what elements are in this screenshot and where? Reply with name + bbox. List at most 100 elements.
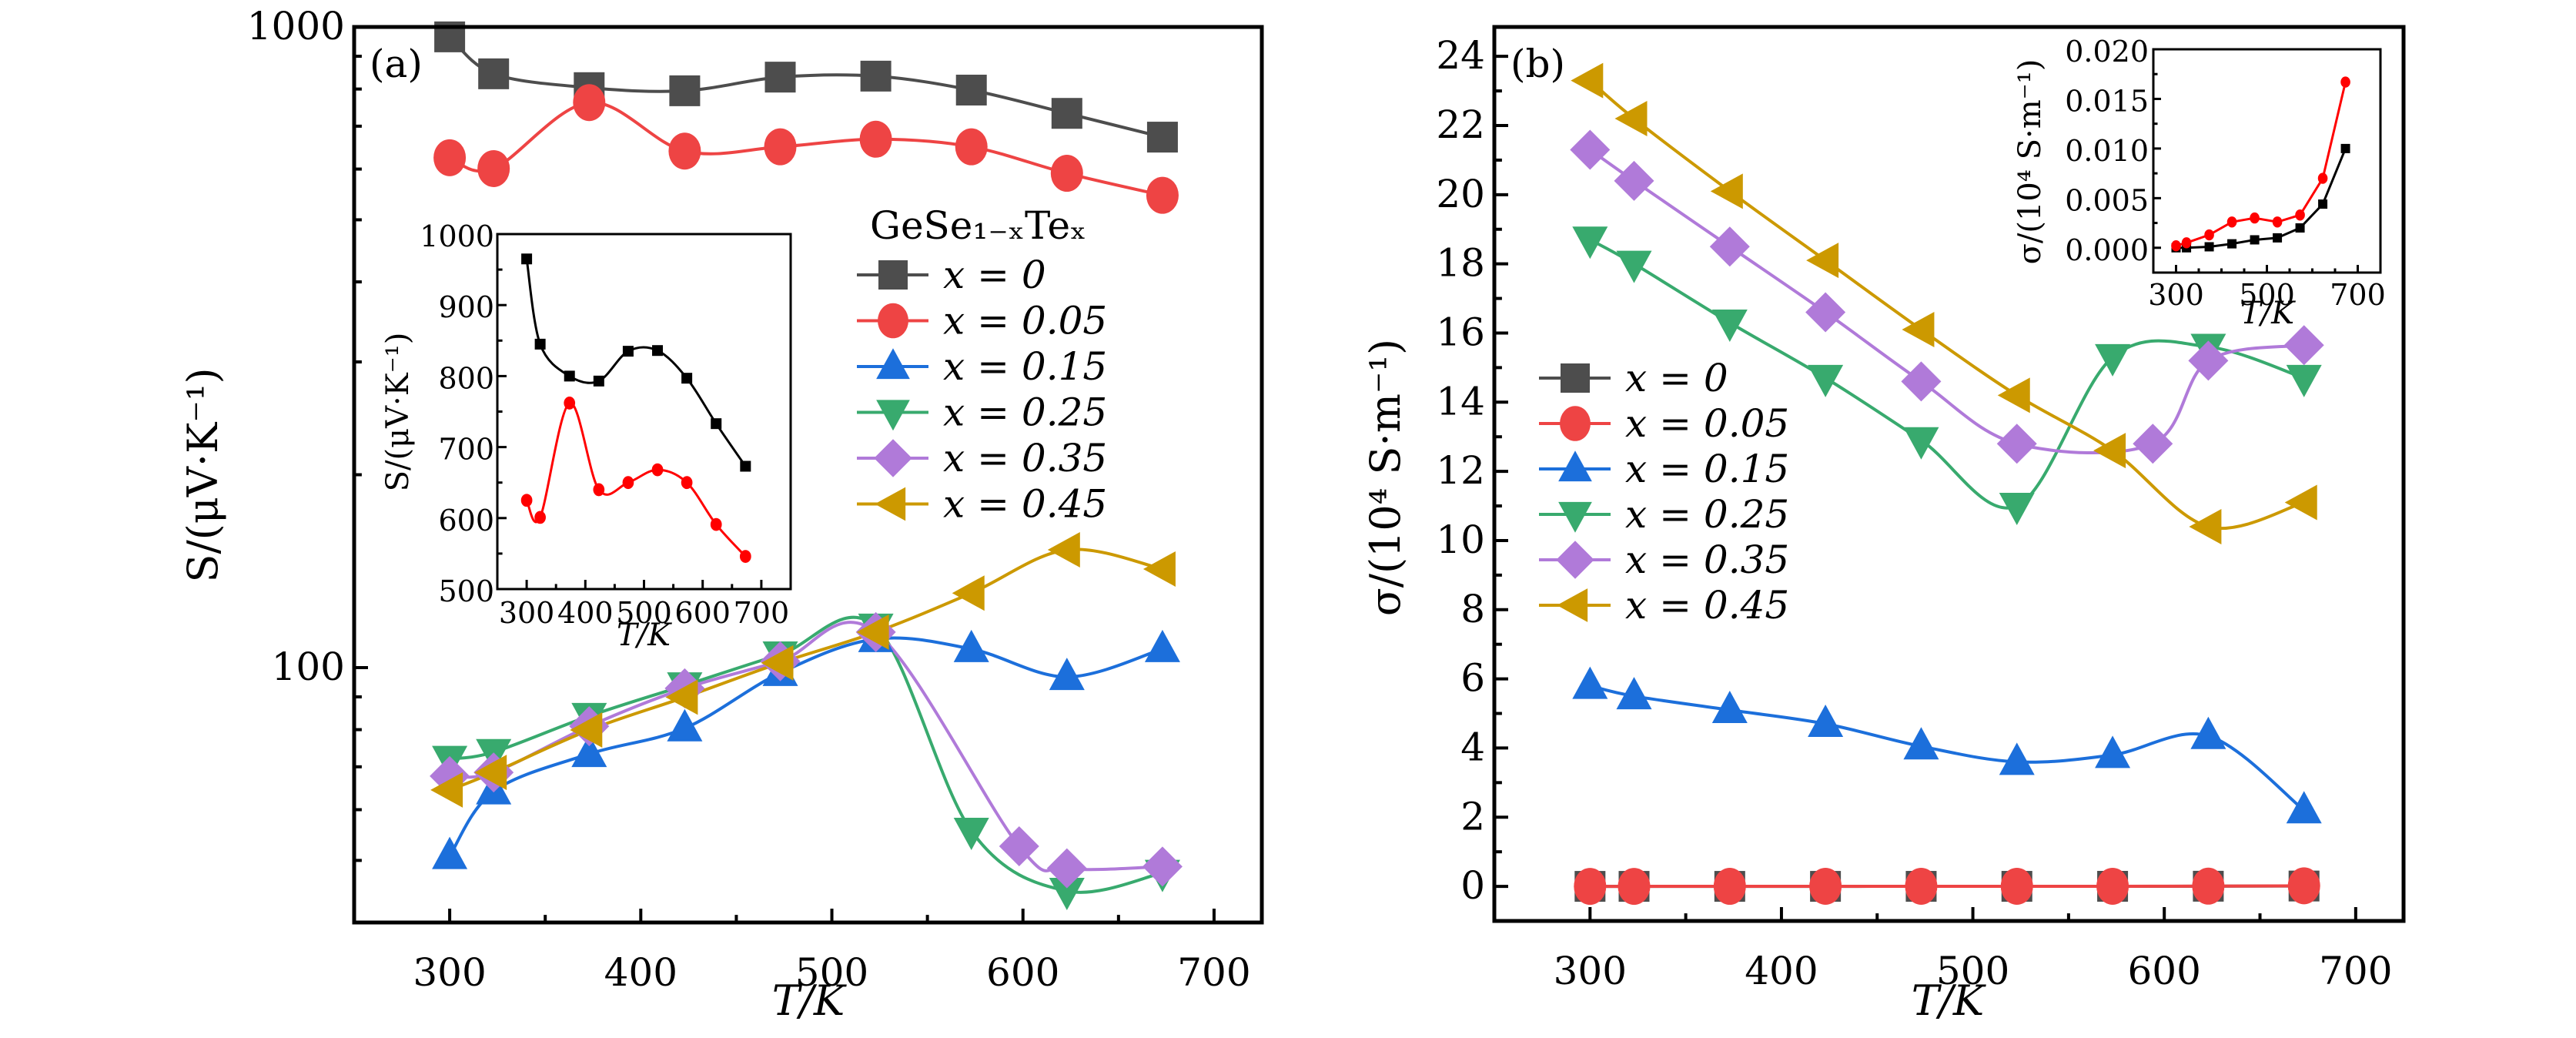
a-inset-point-1-5 bbox=[651, 463, 664, 477]
a-point-2-0 bbox=[432, 836, 468, 869]
a-inset-point-1-1 bbox=[534, 511, 546, 524]
a-inset-ytick-label: 800 bbox=[438, 361, 494, 395]
b-point-5-7 bbox=[2189, 508, 2222, 544]
a-point-1-4 bbox=[764, 128, 797, 166]
b-ytick-label: 12 bbox=[1436, 448, 1485, 493]
a-legend-label: x = 0 bbox=[943, 253, 1046, 297]
b-point-3-3 bbox=[1808, 364, 1844, 397]
a-ytick-label: 1000 bbox=[247, 4, 345, 49]
b-point-3-2 bbox=[1711, 310, 1748, 343]
a-inset-point-1-0 bbox=[520, 494, 533, 507]
b-point-4-8 bbox=[2283, 325, 2324, 366]
a-xtick-label: 300 bbox=[413, 950, 486, 995]
b-inset-point-0-8 bbox=[2340, 143, 2350, 153]
a-inset-xtick-label: 500 bbox=[616, 596, 672, 630]
b-point-4-2 bbox=[1709, 226, 1750, 267]
panel-b-frame bbox=[1492, 25, 2406, 923]
a-inset-point-1-4 bbox=[622, 476, 634, 490]
b-point-4-4 bbox=[1901, 361, 1942, 402]
a-point-2-7 bbox=[1049, 658, 1085, 691]
a-point-0-5 bbox=[860, 60, 892, 92]
a-line-3 bbox=[449, 615, 1163, 894]
b-inset-point-1-5 bbox=[2272, 216, 2283, 228]
a-point-0-6 bbox=[955, 74, 987, 105]
b-point-1-3 bbox=[1809, 867, 1842, 905]
b-inset-ytick-label: 0.005 bbox=[2065, 183, 2149, 217]
a-inset-point-0-8 bbox=[740, 460, 751, 472]
a-inset-point-0-4 bbox=[622, 346, 634, 357]
b-point-4-6 bbox=[2133, 424, 2173, 464]
b-inset-point-1-6 bbox=[2295, 209, 2305, 221]
legend-title: GeSe₁₋ₓTeₓ bbox=[870, 203, 1086, 248]
a-xtick-label: 400 bbox=[604, 950, 677, 995]
b-inset-point-1-0 bbox=[2171, 240, 2181, 252]
b-ytick-label: 18 bbox=[1436, 241, 1485, 286]
a-point-1-7 bbox=[1050, 155, 1083, 193]
b-inset-point-1-3 bbox=[2226, 216, 2237, 228]
b-point-1-0 bbox=[1574, 868, 1607, 906]
a-legend-marker bbox=[875, 487, 906, 521]
a-point-3-6 bbox=[953, 818, 989, 851]
b-legend-marker bbox=[1560, 406, 1591, 441]
panel-b-label: (b) bbox=[1510, 42, 1565, 86]
a-point-0-8 bbox=[1146, 122, 1178, 153]
b-inset-bg bbox=[2153, 49, 2380, 273]
a-point-5-4 bbox=[761, 645, 794, 681]
b-legend-marker bbox=[1556, 541, 1594, 579]
a-legend-marker bbox=[874, 439, 912, 477]
a-legend-label: x = 0.15 bbox=[943, 344, 1107, 389]
b-point-5-3 bbox=[1806, 243, 1839, 279]
a-inset-ytick-label: 1000 bbox=[420, 219, 494, 253]
b-inset-point-0-7 bbox=[2318, 199, 2328, 209]
b-point-2-3 bbox=[1808, 704, 1844, 737]
a-point-5-7 bbox=[1047, 531, 1080, 568]
b-point-2-7 bbox=[2190, 716, 2226, 749]
panel-a-label: (a) bbox=[370, 42, 423, 86]
a-legend-label: x = 0.45 bbox=[943, 482, 1107, 527]
b-point-3-0 bbox=[1572, 226, 1608, 260]
a-inset-xlabel: T/K bbox=[617, 618, 672, 653]
b-ytick-label: 8 bbox=[1460, 587, 1485, 631]
b-legend-marker bbox=[1558, 501, 1592, 533]
b-xtick-label: 300 bbox=[1554, 949, 1627, 993]
panel-b-conductivity: 300 500 700 0.000 0.005 0.010 0.015 0.020 T/K σ/(… bbox=[1361, 25, 2406, 1025]
b-inset-xtick-label: 500 bbox=[2239, 278, 2295, 312]
b-inset-point-0-6 bbox=[2295, 223, 2305, 233]
b-point-3-5 bbox=[1999, 493, 2035, 526]
a-point-4-8 bbox=[1142, 846, 1183, 887]
b-inset-ylabel: σ/(10⁴ S·m⁻¹) bbox=[2012, 59, 2048, 265]
b-legend-label: x = 0 bbox=[1625, 356, 1728, 400]
b-xtick-label: 400 bbox=[1745, 949, 1818, 993]
b-point-2-4 bbox=[1903, 727, 1939, 760]
b-inset-point-1-4 bbox=[2250, 212, 2260, 224]
a-point-2-3 bbox=[667, 708, 703, 742]
a-inset-xtick-label: 700 bbox=[734, 596, 790, 630]
panel-a-series bbox=[430, 21, 1183, 911]
b-point-5-0 bbox=[1571, 62, 1604, 99]
panel-b-legend: x = 0x = 0.05x = 0.15x = 0.25x = 0.35x =… bbox=[1539, 356, 1789, 628]
a-point-1-2 bbox=[573, 84, 606, 122]
a-point-2-8 bbox=[1144, 629, 1180, 662]
b-ytick-label: 24 bbox=[1436, 33, 1485, 78]
b-point-3-6 bbox=[2095, 343, 2131, 377]
a-inset-point-1-8 bbox=[739, 550, 751, 563]
b-inset-point-1-8 bbox=[2340, 76, 2350, 88]
b-point-1-2 bbox=[1713, 868, 1746, 906]
a-inset-ylabel: S/(μV·K⁻¹) bbox=[380, 333, 416, 492]
panel-a-ylabel: S/(μV·K⁻¹) bbox=[179, 367, 227, 582]
a-point-5-0 bbox=[430, 772, 463, 808]
panel-b-xlabel: T/K bbox=[1912, 976, 1986, 1025]
a-inset-point-0-3 bbox=[593, 375, 604, 387]
b-ytick-label: 6 bbox=[1460, 656, 1485, 701]
a-inset-point-0-6 bbox=[681, 373, 693, 384]
a-inset-ytick-label: 700 bbox=[438, 433, 494, 467]
a-inset-xtick-label: 400 bbox=[557, 596, 614, 630]
a-point-5-3 bbox=[665, 679, 698, 715]
b-point-1-6 bbox=[2096, 867, 2129, 905]
b-inset-ytick-label: 0.015 bbox=[2065, 84, 2149, 118]
b-inset-point-0-3 bbox=[2227, 239, 2237, 249]
b-legend-marker bbox=[1561, 363, 1590, 393]
b-point-4-1 bbox=[1614, 160, 1654, 201]
b-ytick-label: 4 bbox=[1460, 725, 1485, 769]
